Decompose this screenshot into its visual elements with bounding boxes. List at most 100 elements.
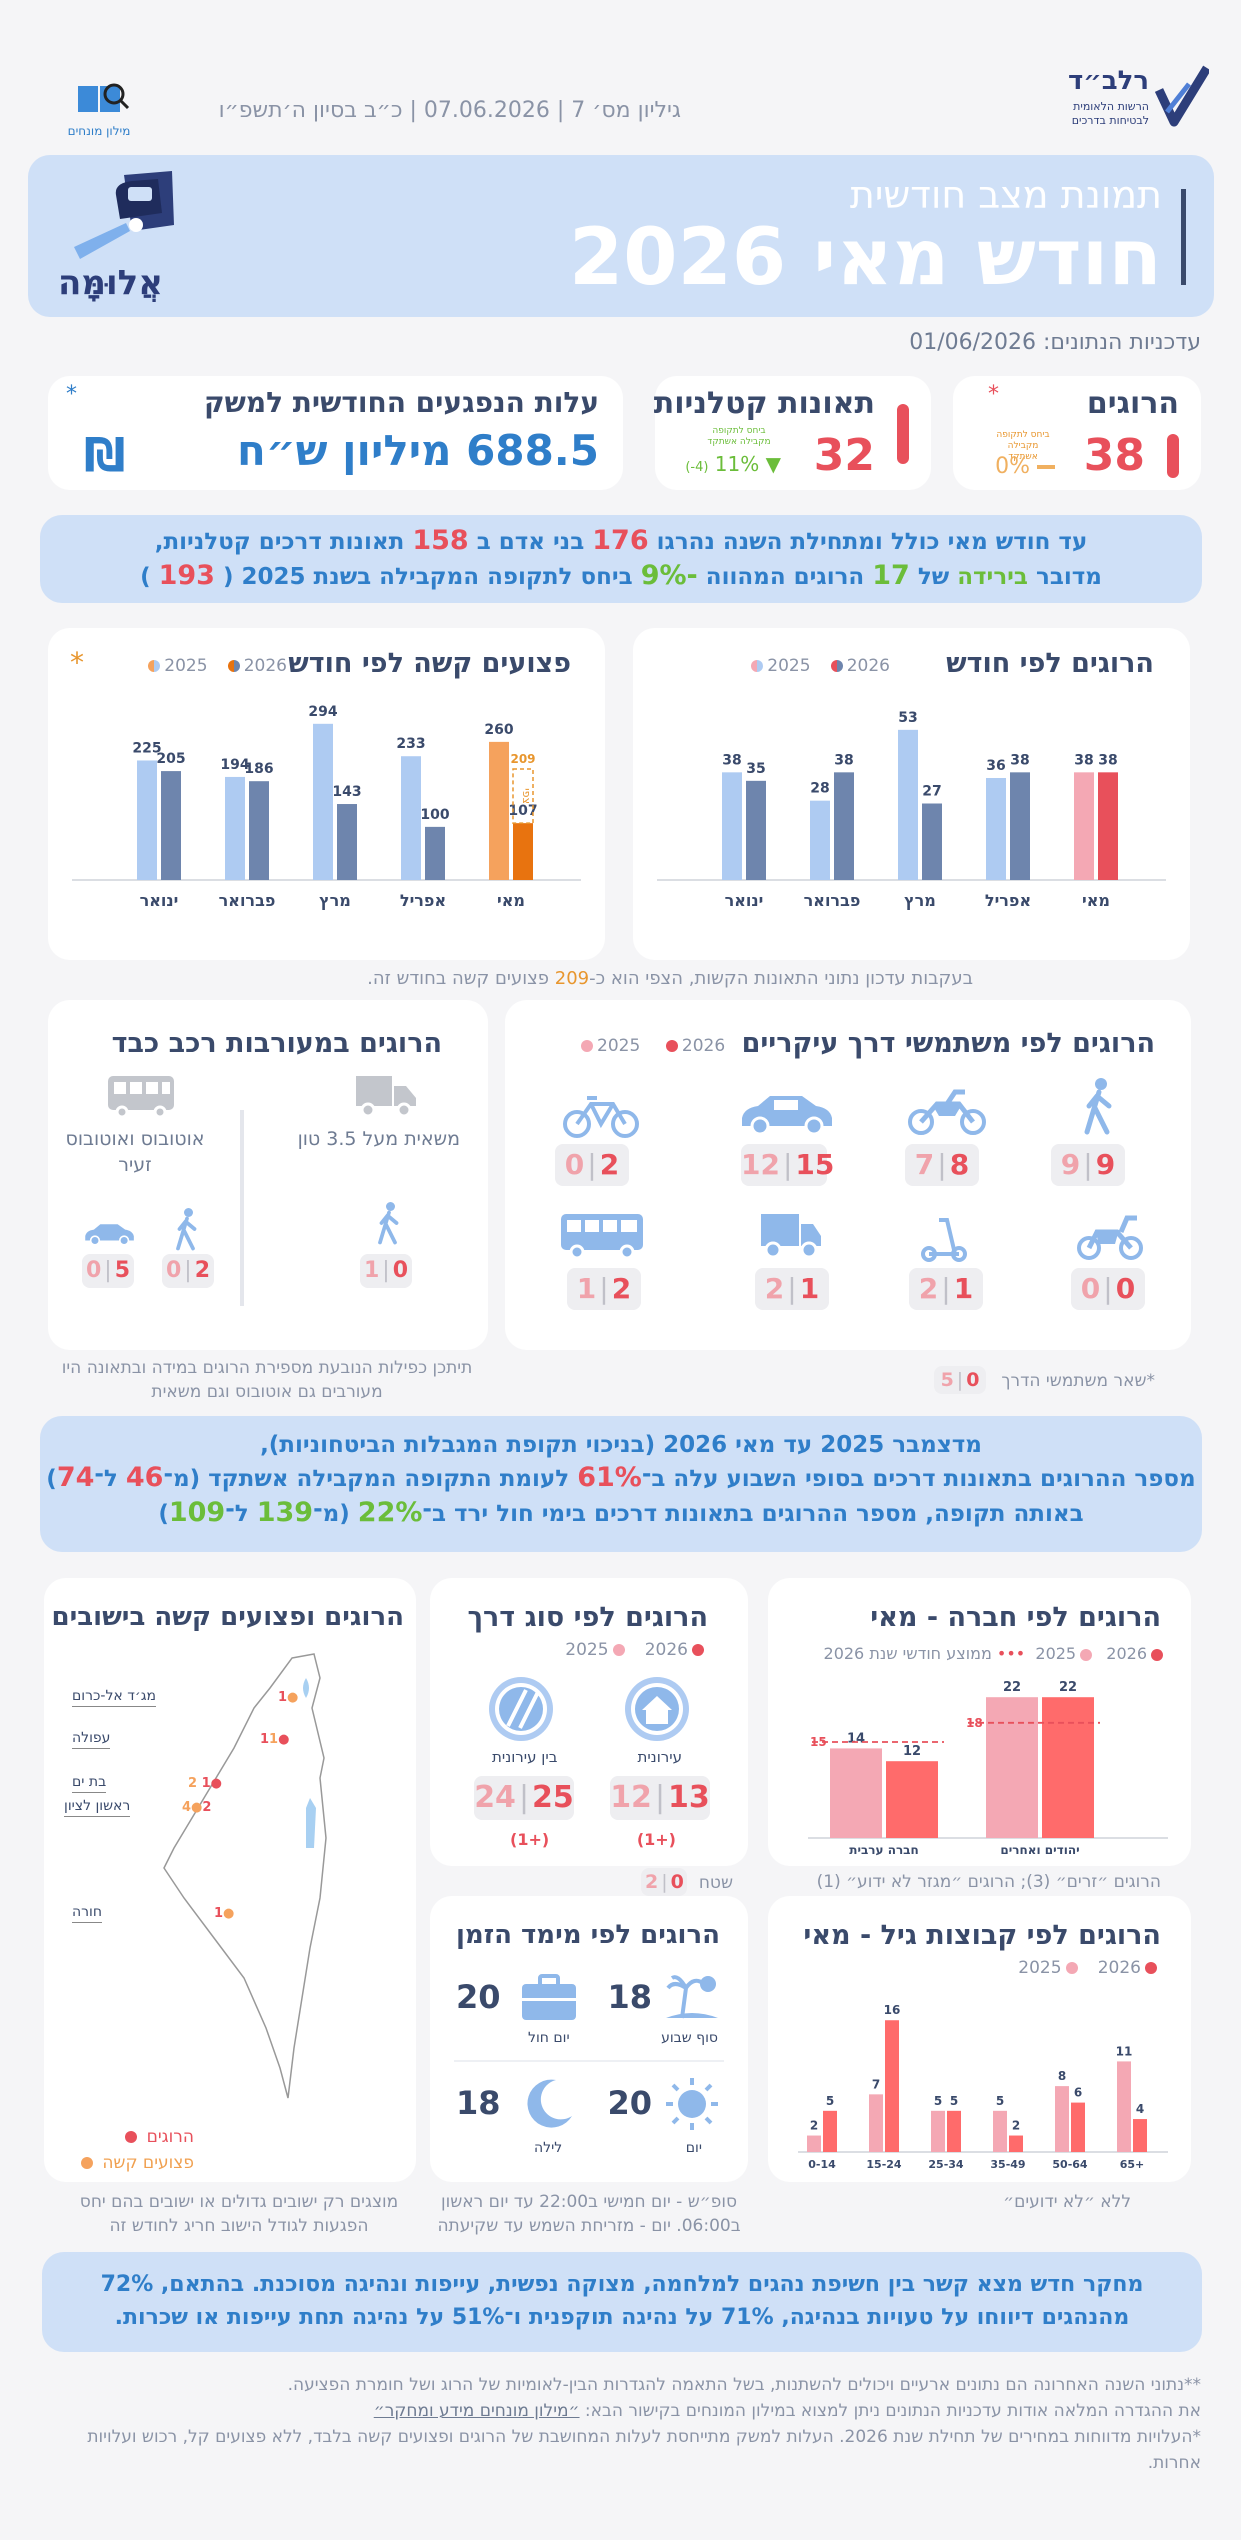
kpi-deaths-label: הרוגים bbox=[1086, 386, 1179, 421]
count-e-scooter: 2 | 1 bbox=[909, 1268, 983, 1310]
data-label-2026: 35 bbox=[746, 761, 765, 777]
dictionary-footnote-link[interactable]: ״מילון מונחים מידע ומחקר״ bbox=[373, 2401, 580, 2421]
legend-2026: 2026 bbox=[1097, 1958, 1141, 1978]
summary-text: לעומת התקופה המקבילה אשתקד (מ־ bbox=[163, 1466, 570, 1492]
category-label: מרץ bbox=[904, 891, 936, 910]
kpi-cost-label: עלות הנפגעים החודשית למשק bbox=[203, 386, 599, 419]
panel-legend: 2026 2025 bbox=[565, 1640, 708, 1660]
data-label-2025: 194 bbox=[220, 757, 249, 773]
bar-2026 bbox=[834, 772, 854, 880]
town-hura: חורה 1● bbox=[72, 1904, 235, 1923]
injured-note: בעקבות עדכון נתוני התאונות הקשות, הצפי ה… bbox=[367, 968, 973, 989]
kpi-fatal: תאונות קטלניות 32 ביחס לתקופה מקבילה אשת… bbox=[653, 376, 931, 490]
data-label-2026: 205 bbox=[156, 751, 185, 767]
legend-2025: 2025 bbox=[565, 1640, 609, 1660]
data-label-2025: 38 bbox=[1074, 752, 1093, 768]
deaths-bars: 38 38 מאי 36 38 אפריל 53 27 מרץ 28 38 פברואר 38 35 ינו… bbox=[657, 710, 1166, 910]
category-label: אפריל bbox=[400, 891, 446, 910]
bar-2025 bbox=[1074, 772, 1094, 880]
weekday-value: 20 bbox=[456, 1978, 501, 2016]
bar-2026 bbox=[1133, 2119, 1147, 2152]
summary-number: 109 bbox=[168, 1497, 226, 1528]
summary-text: בירידה bbox=[957, 564, 1028, 590]
time-note: סופ״ש - יום חמישי ב22:00 עד יום ראשון ב0… bbox=[437, 2192, 741, 2236]
society-bars: 22 22 18 יהודים ואחרים 14 12 15 חברה ערבית bbox=[808, 1680, 1168, 1857]
injured-bars: 260 107 מאי 209 צפי 233 100 אפריל 294 143 מרץ 19418… bbox=[72, 704, 581, 910]
urban-road-icon bbox=[625, 1677, 689, 1741]
data-label-2025: 22 bbox=[1003, 1680, 1021, 1695]
dictionary-link[interactable]: מילון מונחים bbox=[58, 78, 140, 138]
category-label: 15-24 bbox=[866, 2158, 902, 2171]
data-label-2025: 2 bbox=[810, 2119, 818, 2133]
map-panel: הרוגים ופצועים קשה בישובים מג׳ד אל-כרום … bbox=[44, 1578, 416, 2182]
data-label-2026: 16 bbox=[884, 2003, 901, 2017]
legend-2025: 2025 bbox=[597, 1036, 641, 1056]
summary-number: 22% bbox=[357, 1497, 423, 1528]
scooter-icon bbox=[1077, 1215, 1143, 1260]
count-urban: 12 | 13 bbox=[610, 1776, 710, 1820]
panel-title: הרוגים לפי משתמשי דרך עיקריים bbox=[741, 1028, 1155, 1059]
bar-2025 bbox=[869, 2094, 883, 2152]
data-label-2026: 6 bbox=[1074, 2086, 1082, 2100]
bar-2025 bbox=[986, 1697, 1038, 1838]
sun-icon bbox=[666, 2078, 718, 2130]
count-motorcycle: 7 | 8 bbox=[905, 1144, 979, 1186]
panel-legend: 2026 2025 bbox=[1018, 1958, 1161, 1978]
panel-title: הרוגים לפי מימד הזמן bbox=[455, 1920, 720, 1950]
society-panel: הרוגים לפי חברה - מאי 2026 2025 ••• ממוצ… bbox=[768, 1578, 1191, 1866]
marker: * bbox=[70, 646, 84, 679]
summary-text: באותה תקופה, מספר ההרוגים בתאונות דרכים … bbox=[422, 1501, 1084, 1527]
banner-subtitle: תמונת מצב חודשית bbox=[849, 173, 1162, 217]
summary-text: עד חודש מאי כולל ומתחילת השנה נהרגו bbox=[656, 529, 1088, 555]
interurban-diff: (1+) bbox=[510, 1830, 550, 1849]
data-label-2026: 12 bbox=[903, 1744, 921, 1759]
data-label-2025: 233 bbox=[396, 736, 425, 752]
town-bat-yam: בת ים 2 1● bbox=[72, 1774, 222, 1793]
summary-text: (מ־ bbox=[313, 1501, 350, 1527]
data-label-2025: 7 bbox=[872, 2077, 880, 2091]
panel-title: הרוגים במעורבות רכב כבד bbox=[111, 1028, 442, 1059]
footnote-provisional: **נתוני השנה האחרונה הם נתונים ארעיים וי… bbox=[287, 2375, 1201, 2395]
legend-2026: 2026 bbox=[1106, 1644, 1147, 1663]
category-label: 65+ bbox=[1120, 2158, 1145, 2171]
count-truck-pedestrian: 1 | 0 bbox=[360, 1254, 412, 1288]
banner: תמונת מצב חודשית חודש מאי 2026 אֲלוּמָּה bbox=[28, 155, 1214, 317]
kpi-fatal-label: תאונות קטלניות bbox=[653, 386, 875, 421]
category-label: אפריל bbox=[985, 891, 1031, 910]
footnotes: **נתוני השנה האחרונה הם נתונים ארעיים וי… bbox=[41, 2372, 1201, 2476]
motorcycle-icon bbox=[908, 1089, 986, 1135]
org-logo[interactable]: רלב״ד הרשות הלאומית לבטיחות בדרכים bbox=[1039, 62, 1211, 134]
average-label: 15 bbox=[810, 1735, 827, 1749]
book-icon bbox=[78, 83, 130, 112]
bar-2025 bbox=[931, 2110, 945, 2152]
count-interurban: 24 | 25 bbox=[474, 1776, 574, 1820]
summary-number: 139 bbox=[256, 1497, 314, 1528]
research-text: מהנהגים דיווחו על טעויות בנהיגה, 71% על … bbox=[114, 2305, 1130, 2330]
bar-2025 bbox=[313, 723, 333, 880]
bar-2025 bbox=[986, 778, 1006, 880]
car-icon bbox=[85, 1224, 134, 1246]
panel-title: הרוגים לפי סוג דרך bbox=[467, 1602, 708, 1633]
kpi-fatal-change: (-4) 11% ▼ bbox=[685, 452, 781, 476]
note-text: פצועים קשה בחודש זה. bbox=[367, 968, 550, 989]
legend-injured: פצועים קשה bbox=[102, 2153, 194, 2173]
bar-2026 bbox=[1098, 772, 1118, 880]
bar-2025 bbox=[810, 800, 830, 880]
marker: * bbox=[66, 382, 77, 407]
research-text: מחקר חדש מצא קשר בין חשיפת נהגים למלחמה,… bbox=[100, 2272, 1144, 2297]
legend-2025: 2025 bbox=[1018, 1958, 1062, 1978]
chart-title: הרוגים לפי חודש bbox=[946, 648, 1154, 679]
data-label-2026: 27 bbox=[922, 784, 941, 800]
bus-icon bbox=[108, 1076, 174, 1118]
panel-title: הרוגים לפי חברה - מאי bbox=[870, 1602, 1161, 1633]
map-legend: הרוגים פצועים קשה bbox=[77, 2124, 194, 2176]
category-label: 50-64 bbox=[1052, 2158, 1088, 2171]
bar-2025 bbox=[898, 729, 918, 880]
summary-text: של bbox=[917, 564, 950, 590]
category-label: 0-14 bbox=[808, 2158, 836, 2171]
pedestrian-icon bbox=[1084, 1078, 1112, 1135]
data-label-2026: 38 bbox=[1010, 752, 1029, 768]
chart-injured-by-month: פצועים קשה לפי חודש * 2026 2025 260 107 מא… bbox=[48, 628, 605, 960]
day-value: 20 bbox=[607, 2084, 652, 2122]
kpi-cost-value: 688.5 מיליון ש״ח bbox=[237, 426, 599, 475]
